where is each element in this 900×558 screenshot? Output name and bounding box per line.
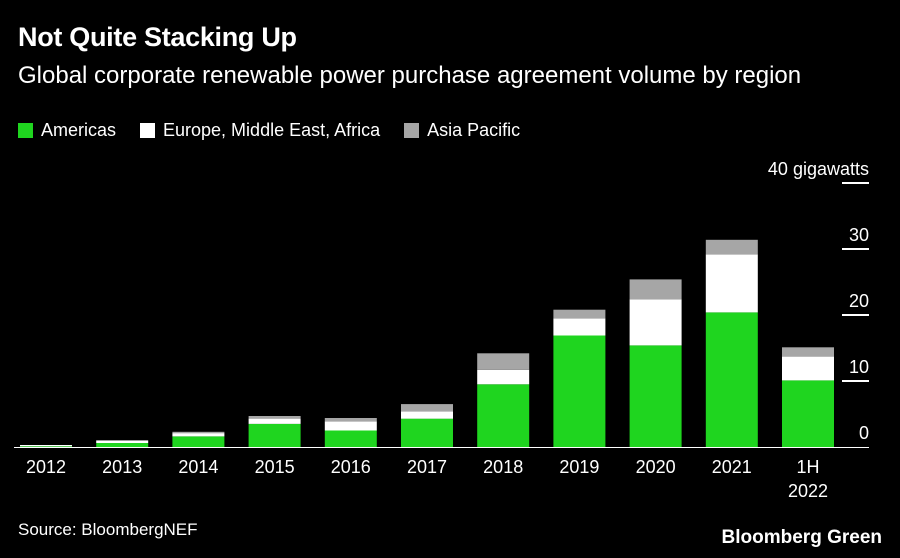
legend-swatch-americas (18, 122, 33, 138)
bar-2014-series-2 (172, 431, 225, 434)
bar-2012-series-1 (20, 445, 72, 447)
x-tick-label-2018: 2018 (483, 457, 523, 477)
x-tick-label-2016: 2016 (331, 457, 371, 477)
bar-2014-series-1 (172, 433, 225, 437)
bar-2017-series-0 (401, 418, 453, 447)
bar-2018-series-0 (477, 384, 530, 447)
legend-label-asia-pacific: Asia Pacific (427, 119, 521, 140)
chart-title: Not Quite Stacking Up (18, 22, 297, 52)
x-tick-label-2015: 2015 (255, 457, 295, 477)
bar-2021-series-0 (705, 312, 758, 447)
bar-2015-series-1 (248, 418, 301, 424)
y-tick-label-30: 30 (849, 225, 869, 245)
bar-2016-series-0 (324, 430, 377, 447)
y-tick-label-40: 40 gigawatts (768, 159, 869, 179)
bar-2015-series-2 (248, 416, 301, 419)
legend-item-asia-pacific: Asia Pacific (404, 120, 520, 141)
x-tick-label-2019: 2019 (559, 457, 599, 477)
x-tick-label-2014: 2014 (178, 457, 218, 477)
x-tick-label-1h-2022: 1H 2022 (788, 457, 828, 501)
bar-2018-series-1 (477, 369, 530, 385)
bar-2016-series-2 (324, 418, 377, 422)
bar-2013-series-0 (96, 443, 149, 447)
bar-2021-series-2 (705, 239, 758, 255)
bar-1h-2022-series-0 (782, 380, 834, 447)
bar-1h-2022-series-1 (782, 356, 834, 381)
bar-2018-series-2 (477, 353, 530, 370)
source-note: Source: BloombergNEF (18, 520, 198, 539)
legend-label-emea: Europe, Middle East, Africa (163, 119, 381, 140)
x-tick-label-2020: 2020 (636, 457, 676, 477)
x-tick-label-2017: 2017 (407, 457, 447, 477)
legend: Americas Europe, Middle East, Africa Asi… (18, 118, 544, 142)
bar-2019-series-2 (553, 309, 606, 319)
bar-2020-series-2 (629, 279, 682, 300)
bar-2019-series-1 (553, 318, 606, 336)
bar-2019-series-0 (553, 335, 606, 447)
bar-2020-series-1 (629, 299, 682, 346)
legend-item-americas: Americas (18, 120, 116, 141)
y-tick-label-10: 10 (849, 357, 869, 377)
bar-2013-series-1 (96, 440, 149, 443)
bar-1h-2022-series-2 (782, 347, 834, 357)
bar-2015-series-0 (248, 423, 301, 447)
legend-swatch-emea (140, 122, 156, 138)
x-tick-label-2021: 2021 (712, 457, 752, 477)
chart-subtitle: Global corporate renewable power purchas… (18, 62, 802, 89)
x-tick-label-2012: 2012 (26, 457, 66, 477)
legend-item-emea: Europe, Middle East, Africa (140, 120, 380, 141)
bar-2014-series-0 (172, 436, 225, 447)
brand-logo: Bloomberg Green (721, 527, 882, 548)
bar-2017-series-1 (401, 411, 453, 419)
y-tick-label-0: 0 (859, 423, 869, 443)
x-tick-label-2013: 2013 (102, 457, 142, 477)
y-tick-label-20: 20 (849, 291, 869, 311)
legend-swatch-asia-pacific (404, 122, 420, 138)
bar-2017-series-2 (401, 404, 453, 412)
bar-2012-series-0 (20, 446, 72, 447)
stacked-bar-chart: 0 10 20 30 40 gigawatts 2012 2013 2014 2015 2016 2… (14, 159, 869, 501)
bar-2021-series-1 (705, 254, 758, 313)
legend-label-americas: Americas (41, 119, 117, 140)
bar-2016-series-1 (324, 421, 377, 431)
bar-2020-series-0 (629, 345, 682, 447)
